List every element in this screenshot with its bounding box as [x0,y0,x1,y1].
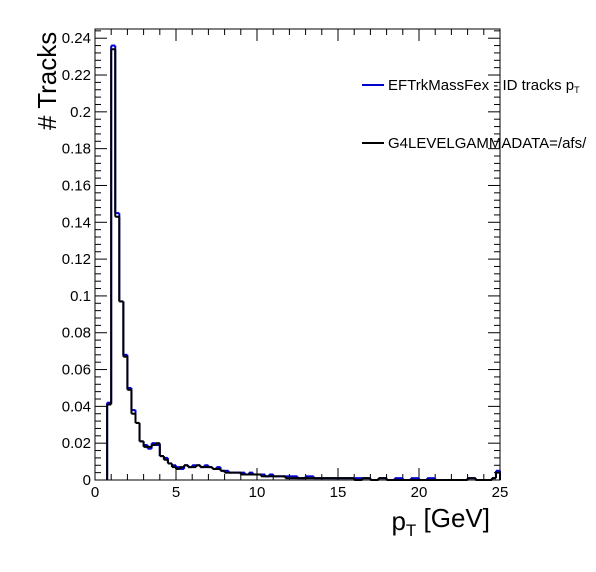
y-tick-label: 0.1 [70,288,91,305]
y-tick-label: 0 [83,472,91,489]
y-tick-label: 0.06 [62,362,91,379]
x-tick-label: 10 [249,484,266,501]
y-tick-label: 0.2 [70,104,91,121]
y-axis-title: # Tracks [32,32,62,130]
y-tick-label: 0.16 [62,177,91,194]
x-tick-label: 5 [172,484,180,501]
legend: EFTrkMassFex - ID tracks pT G4LEVELGAMMAD… [362,77,587,152]
x-tick-label: 15 [330,484,347,501]
axis-ticks [94,29,501,481]
y-tick-label: 0.08 [62,325,91,342]
plot-frame [94,28,501,481]
y-tick-label: 0.18 [62,141,91,158]
legend-label: EFTrkMassFex - ID tracks pT [388,77,580,95]
y-tick-label: 0.02 [62,435,91,452]
x-axis-title: pT [GeV] [391,503,490,540]
y-tick-label: 0.24 [62,30,91,47]
y-tick-label: 0.12 [62,251,91,268]
y-tick-label: 0.14 [62,214,91,231]
x-tick-label: 0 [91,484,99,501]
y-tick-label: 0.22 [62,67,91,84]
x-tick-label: 20 [411,484,428,501]
histogram-series [106,44,501,481]
x-tick-label: 25 [492,484,509,501]
tick-labels: 0 5 10 15 20 25 0 0.02 0.04 0.06 0.08 0.1 0.12 0.14 0.… [62,30,509,501]
legend-label: G4LEVELGAMMADATA=/afs/ [388,135,587,152]
y-tick-label: 0.04 [62,398,91,415]
